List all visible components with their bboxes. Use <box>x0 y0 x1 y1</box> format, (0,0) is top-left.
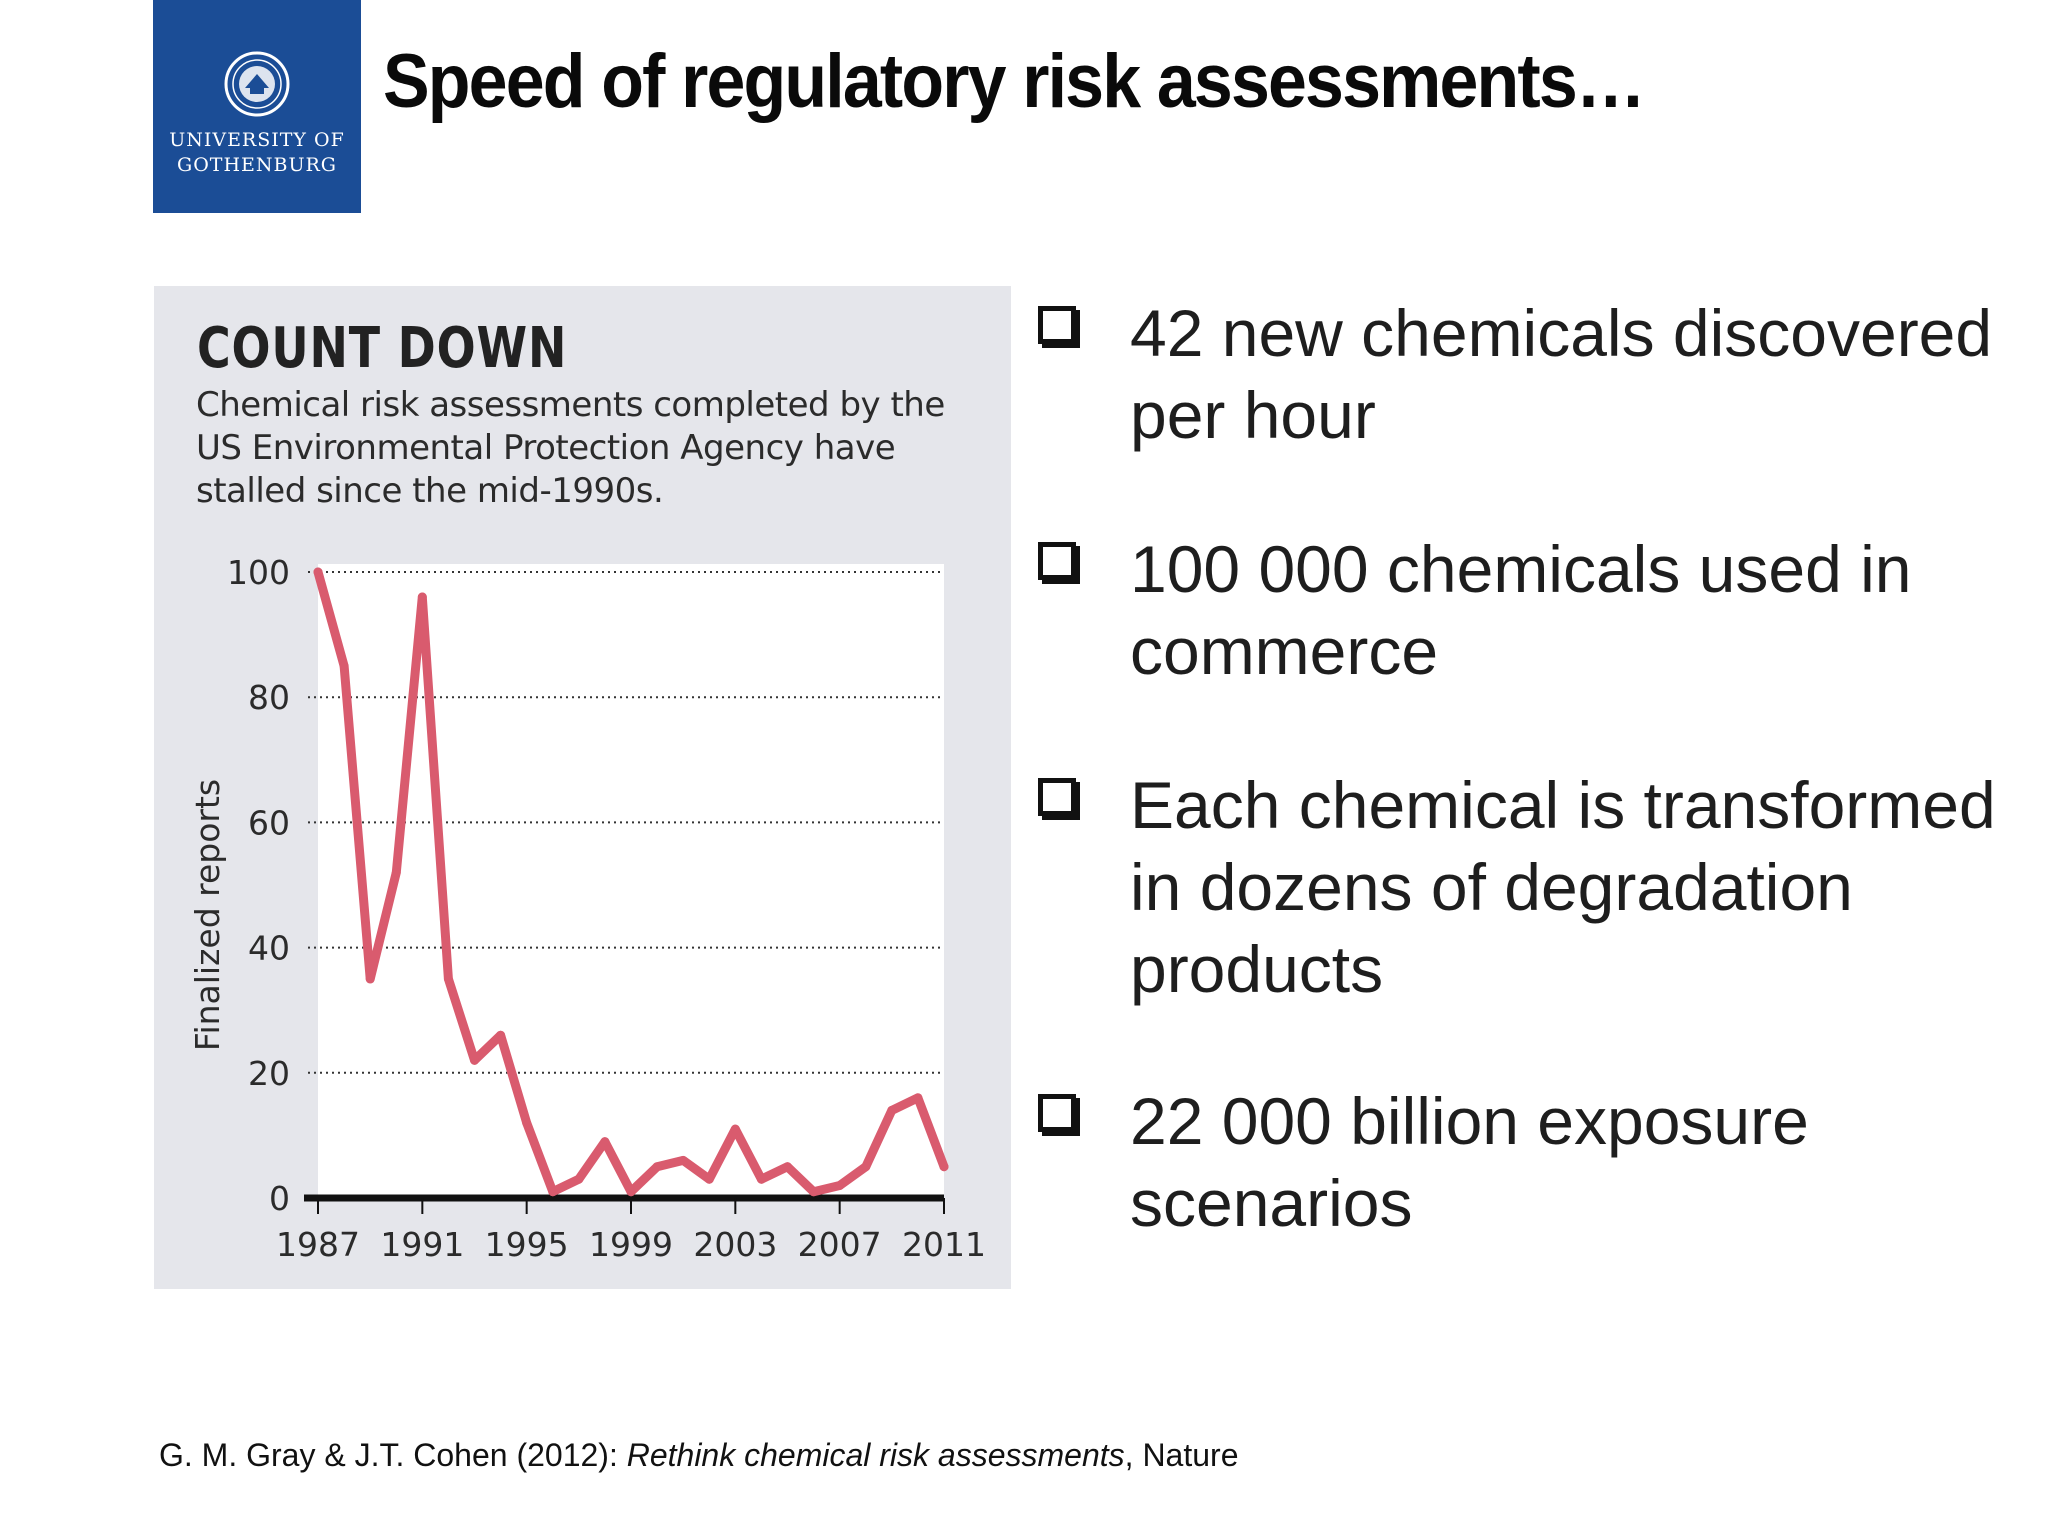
citation: G. M. Gray & J.T. Cohen (2012): Rethink … <box>159 1437 1238 1474</box>
logo-line-1: UNIVERSITY OF <box>169 129 345 151</box>
data-point <box>913 1093 923 1103</box>
slide-title: Speed of regulatory risk assessments… <box>383 39 1646 124</box>
y-tick-label: 20 <box>248 1054 290 1093</box>
checkbox-bullet-icon <box>1038 306 1076 344</box>
citation-title: Rethink chemical risk assessments <box>626 1437 1125 1473</box>
data-point <box>783 1162 792 1172</box>
chart-title: COUNT DOWN <box>197 316 568 381</box>
checkbox-bullet-icon <box>1038 778 1076 816</box>
data-point <box>730 1124 740 1134</box>
data-point <box>756 1174 766 1184</box>
y-tick-label: 40 <box>248 929 290 968</box>
data-point <box>365 974 375 984</box>
data-point <box>600 1137 610 1147</box>
data-point <box>443 974 453 984</box>
data-point <box>339 661 349 671</box>
chart-panel: COUNT DOWN Chemical risk assessments com… <box>154 286 1011 1289</box>
x-tick-label: 2007 <box>798 1225 882 1264</box>
data-point <box>861 1162 871 1172</box>
bullet-text: 100 000 chemicals used in commerce <box>1130 532 1912 688</box>
citation-authors: G. M. Gray & J.T. Cohen (2012): <box>159 1437 627 1473</box>
data-point <box>704 1174 714 1184</box>
x-tick-label: 2003 <box>693 1225 777 1264</box>
data-point <box>522 1118 532 1128</box>
checkbox-bullet-icon <box>1038 542 1076 580</box>
x-tick-label: 1995 <box>485 1225 569 1264</box>
data-point <box>652 1162 662 1172</box>
checkbox-bullet-icon <box>1038 1094 1076 1132</box>
data-point <box>939 1162 949 1172</box>
data-point <box>626 1187 636 1197</box>
y-tick-label: 80 <box>248 678 290 717</box>
data-point <box>887 1105 897 1115</box>
y-tick-label: 60 <box>248 803 290 842</box>
bullet-text: 42 new chemicals discovered per hour <box>1130 296 1993 452</box>
chart-subtitle: Chemical risk assessments completed by t… <box>196 385 945 511</box>
data-point <box>809 1187 819 1197</box>
data-point <box>835 1180 845 1190</box>
data-point <box>574 1174 584 1184</box>
data-point <box>313 567 323 577</box>
line-chart: 0 20 40 60 80 100 1987 1991 1995 1999 2003 2007 2011… <box>188 553 986 1264</box>
bullet-text: Each chemical is transformed in dozens o… <box>1130 768 1996 1006</box>
data-point <box>417 592 427 602</box>
x-tick-label: 1991 <box>380 1225 464 1264</box>
data-point <box>470 1055 479 1065</box>
logo-text: UNIVERSITY OF GOTHENBURG <box>153 128 361 178</box>
university-logo: UNIVERSITY OF GOTHENBURG <box>153 0 361 213</box>
y-tick-label: 0 <box>269 1179 290 1218</box>
x-tick-label: 1999 <box>589 1225 673 1264</box>
bullet-text: 22 000 billion exposure scenarios <box>1130 1084 1809 1240</box>
x-tick-label: 1987 <box>276 1225 360 1264</box>
citation-source: , Nature <box>1124 1437 1239 1473</box>
x-tick-label: 2011 <box>902 1225 986 1264</box>
university-seal-icon <box>224 51 290 117</box>
data-point <box>548 1187 558 1197</box>
plot-area <box>318 564 944 1198</box>
logo-line-2: GOTHENBURG <box>177 154 337 176</box>
y-axis-label: Finalized reports <box>188 779 227 1051</box>
data-point <box>678 1155 688 1165</box>
data-point <box>496 1030 506 1040</box>
data-point <box>391 867 401 877</box>
y-tick-label: 100 <box>227 553 290 592</box>
